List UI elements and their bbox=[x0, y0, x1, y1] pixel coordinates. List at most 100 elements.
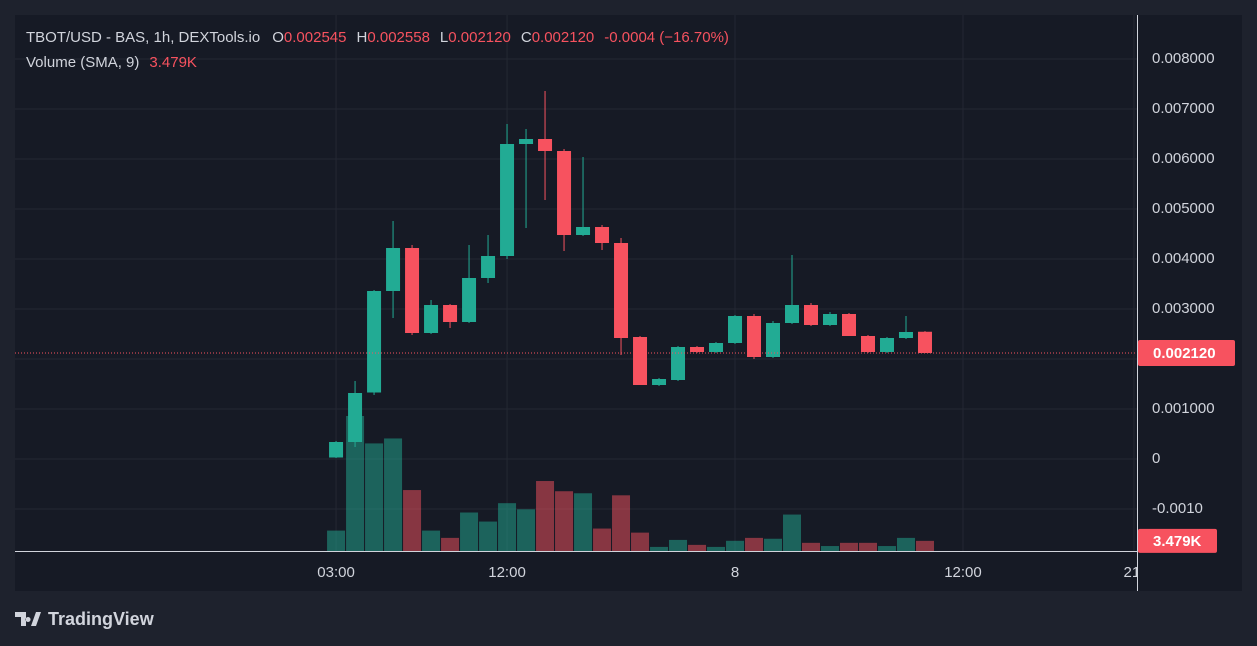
volume-bar bbox=[612, 495, 631, 551]
volume-bar bbox=[422, 530, 441, 551]
volume-bar bbox=[517, 509, 536, 551]
candle-body bbox=[500, 144, 515, 256]
logo: TradingView bbox=[15, 609, 155, 629]
last-volume-label: 3.479K bbox=[1153, 533, 1202, 550]
candle-body bbox=[690, 347, 705, 352]
volume-bar bbox=[764, 538, 783, 551]
volume-bar bbox=[631, 532, 650, 551]
y-tick-label: 0 bbox=[1152, 450, 1160, 467]
volume-bar bbox=[574, 493, 593, 551]
volume-bar bbox=[346, 416, 365, 551]
candle-body bbox=[348, 393, 363, 442]
ohlc: O0.002545 H0.002558 L0.002120 C0.002120 bbox=[272, 29, 594, 46]
volume-bar bbox=[498, 503, 517, 551]
volume-bar bbox=[707, 546, 726, 551]
candle-body bbox=[576, 227, 591, 235]
candle-body bbox=[785, 305, 800, 323]
ohlc-value: 0.002558 bbox=[367, 29, 430, 46]
volume-bar bbox=[441, 537, 460, 551]
volume-bar bbox=[839, 542, 858, 551]
candle-body bbox=[671, 347, 686, 380]
candle-body bbox=[614, 243, 629, 338]
volume-bar bbox=[745, 537, 764, 551]
last-price-box bbox=[1138, 340, 1235, 366]
volume-bar bbox=[896, 537, 915, 551]
axis-mask bbox=[1138, 552, 1242, 591]
y-tick-label: 0.006000 bbox=[1152, 150, 1215, 167]
y-tick-label: -0.0010 bbox=[1152, 500, 1203, 517]
candle-body bbox=[386, 248, 401, 291]
candle-body bbox=[804, 305, 819, 325]
candle-body bbox=[367, 291, 382, 393]
panel bbox=[15, 15, 1242, 591]
candle-body bbox=[822, 314, 837, 325]
volume-bar bbox=[403, 490, 422, 551]
volume-bar bbox=[820, 546, 839, 551]
change: -0.0004 (−16.70%) bbox=[604, 29, 729, 46]
volume-bar bbox=[650, 546, 669, 551]
candle-body bbox=[652, 379, 667, 385]
volume-layer bbox=[327, 416, 934, 551]
volume-bar bbox=[327, 530, 346, 551]
candle-body bbox=[709, 343, 724, 352]
brand: TradingView bbox=[48, 609, 155, 629]
grid bbox=[15, 15, 1137, 551]
y-tick-label: 0.001000 bbox=[1152, 400, 1215, 417]
ohlc-key: O bbox=[272, 29, 284, 46]
volume-bar bbox=[479, 521, 498, 551]
candle-body bbox=[557, 151, 572, 235]
candle-body bbox=[860, 336, 875, 352]
candle-body bbox=[879, 338, 894, 352]
volume-bar bbox=[593, 528, 612, 551]
x-tick-label: 12:00 bbox=[944, 564, 982, 581]
y-tick-label: 0.005000 bbox=[1152, 200, 1215, 217]
candle-body bbox=[538, 139, 553, 151]
volume-bar bbox=[783, 514, 802, 551]
candle-body bbox=[633, 337, 648, 385]
last-price-label: 0.002120 bbox=[1153, 345, 1216, 362]
candle-body bbox=[462, 278, 477, 322]
volume-bar bbox=[688, 544, 707, 551]
x-tick-label: 12:00 bbox=[488, 564, 526, 581]
candle-body bbox=[481, 256, 496, 278]
y-tick-label: 0.004000 bbox=[1152, 250, 1215, 267]
last-volume-box bbox=[1138, 528, 1217, 553]
volume-bar bbox=[858, 542, 877, 551]
volume-bar bbox=[384, 438, 403, 551]
candle-body bbox=[917, 331, 932, 353]
volume-bar bbox=[555, 491, 574, 551]
volume-bar bbox=[915, 540, 934, 551]
axes: -0.001000.0010000.0020000.0030000.004000… bbox=[15, 50, 1242, 591]
y-tick-label: 0.007000 bbox=[1152, 100, 1215, 117]
ohlc-value: 0.002120 bbox=[448, 29, 511, 46]
ohlc-key: L bbox=[440, 29, 448, 46]
candle-body bbox=[519, 139, 534, 144]
ohlc-value: 0.002545 bbox=[284, 29, 347, 46]
y-tick-label: 0.008000 bbox=[1152, 50, 1215, 67]
volume-bar bbox=[726, 540, 745, 551]
ohlc-value: 0.002120 bbox=[532, 29, 595, 46]
ohlc-key: C bbox=[521, 29, 532, 46]
volume-bar bbox=[536, 481, 555, 551]
candle-body bbox=[405, 248, 420, 333]
volume-bar bbox=[669, 539, 688, 551]
x-tick-label: 8 bbox=[731, 564, 739, 581]
candle-body bbox=[747, 316, 762, 357]
candle-body bbox=[766, 323, 781, 357]
volume-bar bbox=[365, 443, 384, 551]
volume-bar bbox=[802, 542, 821, 551]
candle-body bbox=[443, 305, 458, 322]
candle-body bbox=[898, 332, 913, 338]
y-tick-label: 0.003000 bbox=[1152, 300, 1215, 317]
ohlc-key: H bbox=[357, 29, 368, 46]
candle-body bbox=[329, 442, 344, 458]
symbol-title: TBOT/USD - BAS, 1h, DEXTools.io bbox=[26, 29, 260, 46]
volume-value: 3.479K bbox=[149, 54, 197, 71]
candle-body bbox=[424, 305, 439, 333]
volume-header: Volume (SMA, 9) 3.479K bbox=[26, 54, 197, 71]
candle-body bbox=[841, 314, 856, 336]
volume-title: Volume (SMA, 9) bbox=[26, 54, 139, 71]
header: TBOT/USD - BAS, 1h, DEXTools.io O0.002545… bbox=[26, 29, 729, 46]
